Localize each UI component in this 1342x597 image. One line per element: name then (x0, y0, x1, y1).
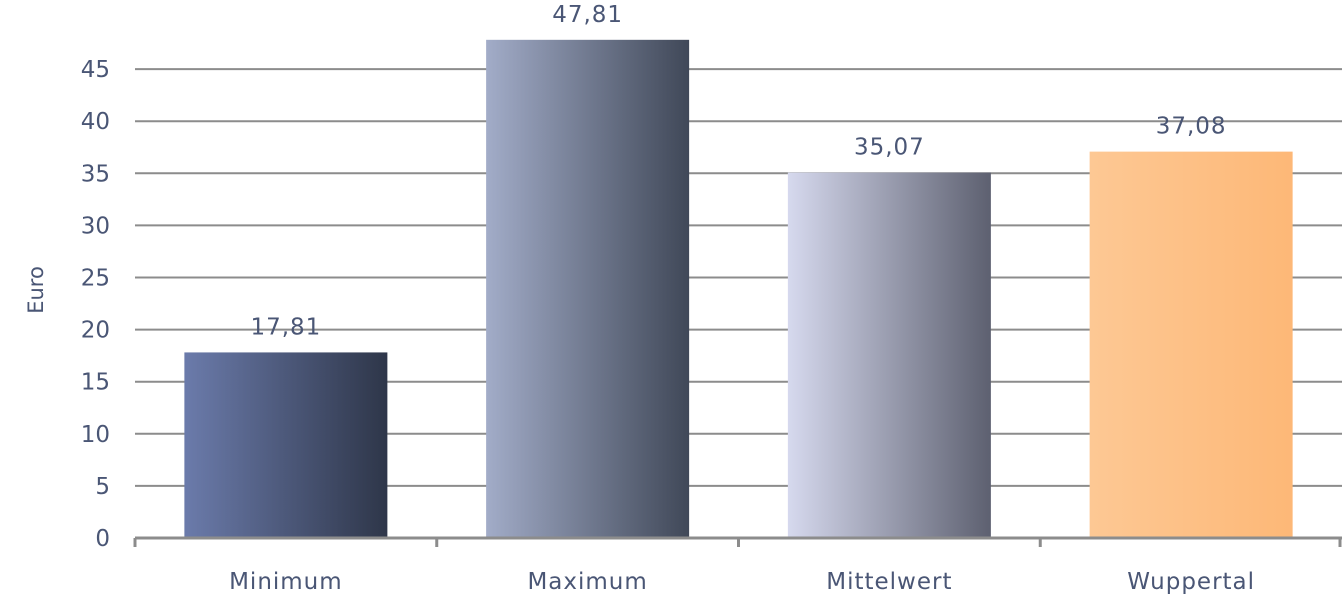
y-tick-label: 20 (81, 318, 110, 344)
category-labels: Minimum Maximum Mittelwert Wuppertal (229, 569, 1255, 595)
y-tick-label: 30 (81, 213, 110, 239)
y-tick-label: 15 (81, 370, 110, 396)
y-tick-label: 5 (95, 474, 110, 500)
category-label: Mittelwert (826, 569, 952, 595)
data-label: 37,08 (1156, 114, 1227, 140)
y-tick-label: 10 (81, 422, 110, 448)
data-label: 47,81 (552, 2, 623, 28)
bar-mittelwert (787, 172, 991, 538)
data-label: 17,81 (250, 314, 321, 340)
x-axis (133, 536, 1342, 547)
category-label: Maximum (527, 569, 647, 595)
data-label: 35,07 (854, 135, 925, 161)
y-tick-label: 0 (95, 526, 110, 552)
bar-maximum (486, 39, 690, 539)
category-label: Wuppertal (1127, 569, 1255, 595)
bars (184, 39, 1293, 539)
y-tick-labels: 0 5 10 15 20 25 30 35 40 45 (81, 57, 110, 552)
bar-minimum (184, 352, 388, 538)
y-tick-label: 45 (81, 57, 110, 83)
y-axis-title: Euro (24, 266, 48, 314)
category-label: Minimum (229, 569, 343, 595)
y-tick-label: 40 (81, 109, 110, 135)
bar-wuppertal (1089, 151, 1293, 538)
y-tick-label: 25 (81, 266, 110, 292)
y-tick-label: 35 (81, 161, 110, 187)
data-labels: 17,81 47,81 35,07 37,08 (250, 2, 1227, 341)
